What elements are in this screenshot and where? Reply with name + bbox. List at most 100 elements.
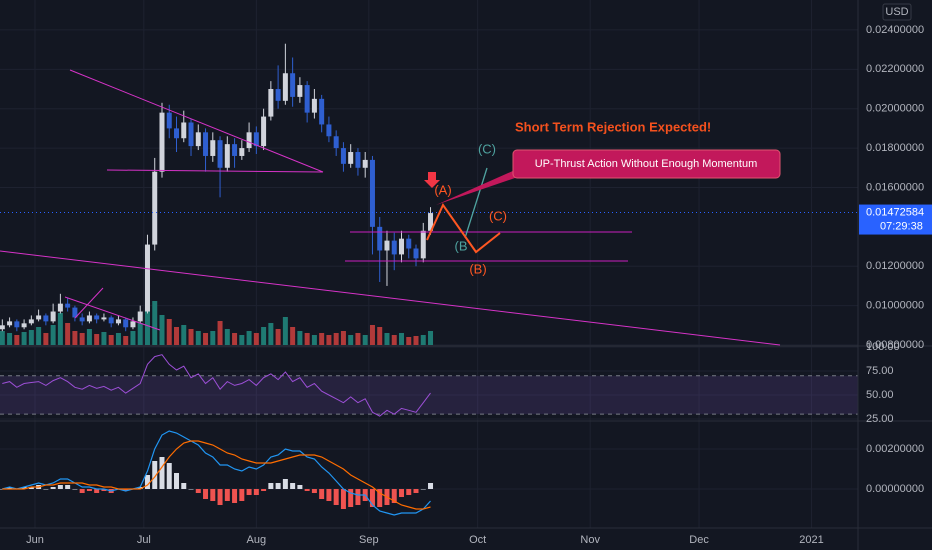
candle-body bbox=[398, 238, 404, 255]
candle-body bbox=[174, 128, 180, 139]
histogram-bar bbox=[43, 489, 49, 490]
volume-bar bbox=[413, 336, 419, 345]
histogram-bar bbox=[188, 489, 194, 490]
y-tick-label: 0.01800000 bbox=[866, 142, 924, 154]
volume-bar bbox=[65, 323, 71, 345]
histogram-bar bbox=[326, 489, 332, 501]
candle-body bbox=[253, 132, 259, 147]
volume-bar bbox=[123, 336, 129, 345]
histogram-bar bbox=[275, 483, 281, 489]
histogram-bar bbox=[57, 485, 63, 489]
candle-body bbox=[159, 112, 165, 172]
callout-box bbox=[512, 149, 781, 179]
x-tick-label: Sep bbox=[359, 534, 379, 546]
histogram-bar bbox=[94, 489, 100, 493]
currency-box bbox=[882, 3, 912, 21]
x-tick-label: Jul bbox=[137, 534, 151, 546]
histogram-bar bbox=[398, 489, 404, 497]
volume-bar bbox=[420, 335, 426, 345]
trend-line bbox=[64, 296, 161, 331]
volume-bar bbox=[94, 334, 100, 345]
histogram-bar bbox=[195, 489, 201, 493]
volume-bar bbox=[36, 327, 42, 345]
histogram-bar bbox=[246, 489, 252, 495]
x-tick-label: Jun bbox=[26, 534, 44, 546]
candle-body bbox=[268, 89, 274, 117]
trend-line bbox=[69, 69, 324, 173]
volume-bar bbox=[348, 335, 354, 345]
histogram-bar bbox=[297, 485, 303, 489]
volume-bar bbox=[181, 325, 187, 345]
wave-label: (C) bbox=[489, 208, 507, 223]
candle-body bbox=[348, 152, 354, 164]
histogram-bar bbox=[101, 489, 107, 491]
volume-bar bbox=[217, 321, 223, 345]
histogram-bar bbox=[174, 473, 180, 489]
candle-body bbox=[203, 132, 209, 156]
candle-body bbox=[152, 171, 158, 245]
volume-bar bbox=[319, 333, 325, 345]
candle-body bbox=[72, 307, 78, 318]
candle-body bbox=[94, 315, 100, 320]
y-tick-label: 0.02000000 bbox=[866, 103, 924, 115]
callout-text: UP-Thrust Action Without Enough Momentum bbox=[535, 158, 758, 170]
volume-bar bbox=[377, 327, 383, 345]
volume-bar bbox=[195, 331, 201, 345]
last-price-label: 0.01472584 bbox=[866, 206, 924, 218]
wave-line bbox=[464, 167, 488, 239]
volume-bar bbox=[239, 335, 245, 345]
candle-body bbox=[377, 226, 383, 251]
histogram-bar bbox=[152, 461, 158, 489]
candle-body bbox=[413, 248, 419, 259]
volume-bar bbox=[406, 337, 412, 345]
countdown: 07:29:38 bbox=[880, 220, 923, 232]
candle-body bbox=[65, 303, 71, 308]
volume-bar bbox=[290, 327, 296, 345]
volume-bar bbox=[304, 333, 310, 345]
volume-bar bbox=[57, 313, 63, 345]
candle-body bbox=[28, 319, 34, 324]
volume-bar bbox=[326, 335, 332, 345]
candle-body bbox=[144, 244, 150, 312]
candle-body bbox=[86, 315, 92, 322]
trend-line bbox=[74, 287, 104, 319]
volume-bar bbox=[203, 333, 209, 345]
histogram-bar bbox=[217, 489, 223, 505]
volume-bar bbox=[362, 335, 368, 345]
candle-body bbox=[137, 311, 143, 322]
y-tick-label: 0.02200000 bbox=[866, 63, 924, 75]
candle-body bbox=[297, 85, 303, 97]
histogram-bar bbox=[355, 489, 361, 505]
candle-body bbox=[362, 159, 368, 168]
candle-body bbox=[355, 152, 361, 168]
candle-body bbox=[239, 148, 245, 156]
volume-bar bbox=[79, 333, 85, 345]
histogram-bar bbox=[369, 489, 375, 507]
macd-pane bbox=[0, 430, 434, 516]
x-tick-label: Nov bbox=[580, 534, 600, 546]
trend-line bbox=[106, 169, 324, 173]
histogram-bar bbox=[79, 489, 85, 493]
candle-body bbox=[340, 148, 346, 164]
last-price-box bbox=[859, 204, 932, 235]
candle-body bbox=[123, 319, 129, 328]
volume-bar bbox=[21, 332, 27, 345]
wave-label: (A) bbox=[434, 182, 451, 197]
histogram-bar bbox=[21, 487, 27, 489]
candle-body bbox=[108, 317, 114, 324]
histogram-bar bbox=[232, 489, 238, 503]
histogram-bar bbox=[72, 489, 78, 490]
candle-body bbox=[420, 230, 426, 259]
histogram-bar bbox=[406, 489, 412, 495]
y-tick-label: 50.00 bbox=[866, 389, 894, 401]
histogram-bar bbox=[333, 489, 339, 505]
x-tick-label: 2021 bbox=[799, 534, 823, 546]
candle-body bbox=[181, 122, 187, 139]
histogram-bar bbox=[28, 487, 34, 489]
candle-body bbox=[217, 140, 223, 168]
volume-bar bbox=[108, 335, 114, 345]
histogram-bar bbox=[7, 487, 13, 489]
candle-body bbox=[311, 98, 317, 113]
y-tick-label: 0.01000000 bbox=[866, 300, 924, 312]
